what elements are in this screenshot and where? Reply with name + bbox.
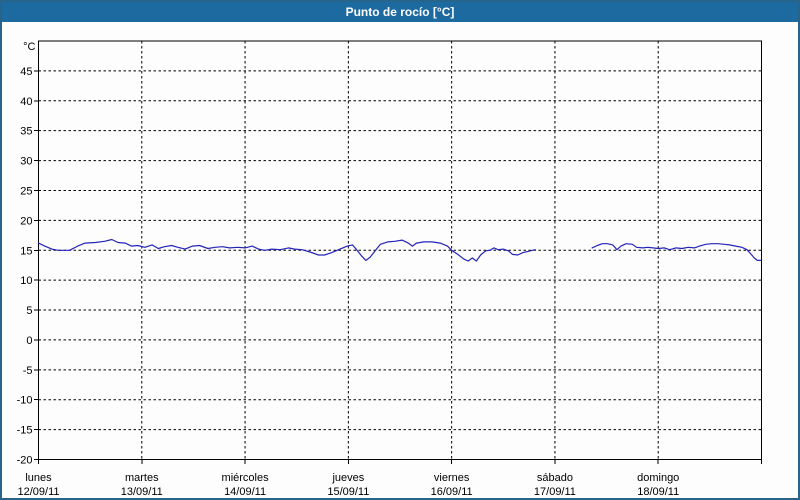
y-tick-label: -10 <box>17 395 33 407</box>
y-tick-label: 30 <box>20 156 32 168</box>
y-tick-label: -20 <box>17 455 33 467</box>
page-title: Punto de rocío [°C] <box>345 5 455 19</box>
dewpoint-line-chart: 45 40 35 30 25 20 15 10 5 0 -5 -10 -15 -20 °C lunes 12/0… <box>17 40 762 498</box>
y-tick-label: 40 <box>20 96 32 108</box>
x-day-date-label: 18/09/11 <box>637 486 679 498</box>
x-day-date-label: 13/09/11 <box>121 486 163 498</box>
y-tick-label: 35 <box>20 126 32 138</box>
x-day-date-label: 14/09/11 <box>224 486 266 498</box>
x-day-date-label: 15/09/11 <box>327 486 369 498</box>
data-line-punto-de-rocío <box>591 243 762 261</box>
x-day-name-label: domingo <box>637 472 679 484</box>
x-day-name-label: jueves <box>331 472 364 484</box>
x-day-name-label: lunes <box>25 472 52 484</box>
y-tick-label: 45 <box>20 66 32 78</box>
chart-area: 45 40 35 30 25 20 15 10 5 0 -5 -10 -15 -20 °C lunes 12/0… <box>2 22 798 498</box>
x-day-name-label: sábado <box>537 472 573 484</box>
x-day-date-label: 12/09/11 <box>17 486 59 498</box>
y-tick-label: 10 <box>20 275 32 287</box>
y-axis-unit-label: °C <box>23 41 35 53</box>
y-tick-label: 15 <box>20 245 32 257</box>
x-day-date-label: 16/09/11 <box>431 486 473 498</box>
title-bar: Punto de rocío [°C] <box>2 2 798 22</box>
data-line-punto-de-rocío <box>37 238 536 262</box>
x-day-name-label: viernes <box>434 472 470 484</box>
y-tick-label: 5 <box>26 305 32 317</box>
y-tick-label: -15 <box>17 425 33 437</box>
x-day-name-label: miércoles <box>222 472 270 484</box>
y-tick-label: 0 <box>26 335 32 347</box>
y-tick-label: 20 <box>20 215 32 227</box>
x-day-date-label: 17/09/11 <box>534 486 576 498</box>
y-tick-label: -5 <box>23 365 33 377</box>
plot-frame <box>38 40 762 460</box>
y-tick-label: 25 <box>20 185 32 197</box>
x-day-name-label: martes <box>125 472 159 484</box>
